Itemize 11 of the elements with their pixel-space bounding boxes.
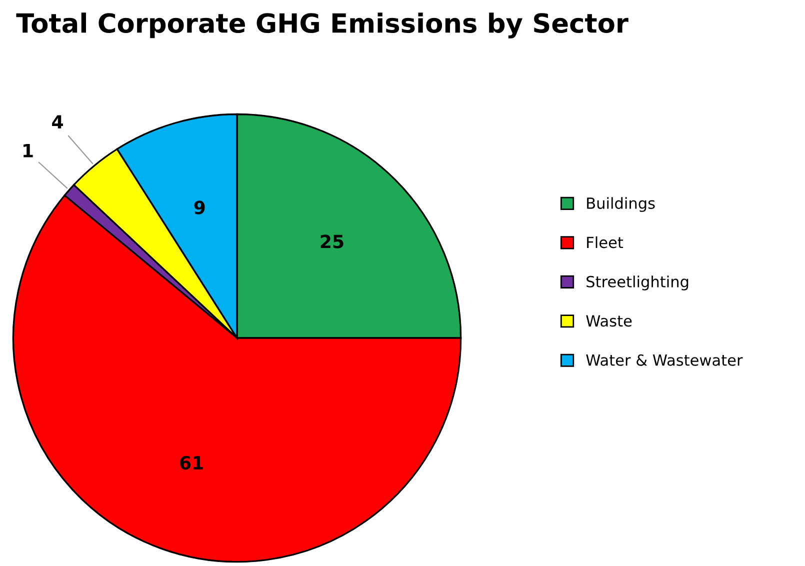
data-label: 9 [194, 200, 205, 214]
legend-label: Waste [586, 315, 632, 327]
chart-title: Total Corporate GHG Emissions by Sector [16, 12, 628, 38]
data-label: 1 [24, 144, 33, 158]
legend-label: Fleet [587, 236, 624, 248]
legend-label: Water & Wastewater [586, 354, 743, 366]
data-label: 4 [52, 115, 63, 128]
legend-label: Streetlighting [586, 276, 688, 290]
data-label: 61 [180, 456, 203, 470]
data-label: 25 [320, 234, 344, 248]
legend-label: Buildings [587, 197, 655, 212]
